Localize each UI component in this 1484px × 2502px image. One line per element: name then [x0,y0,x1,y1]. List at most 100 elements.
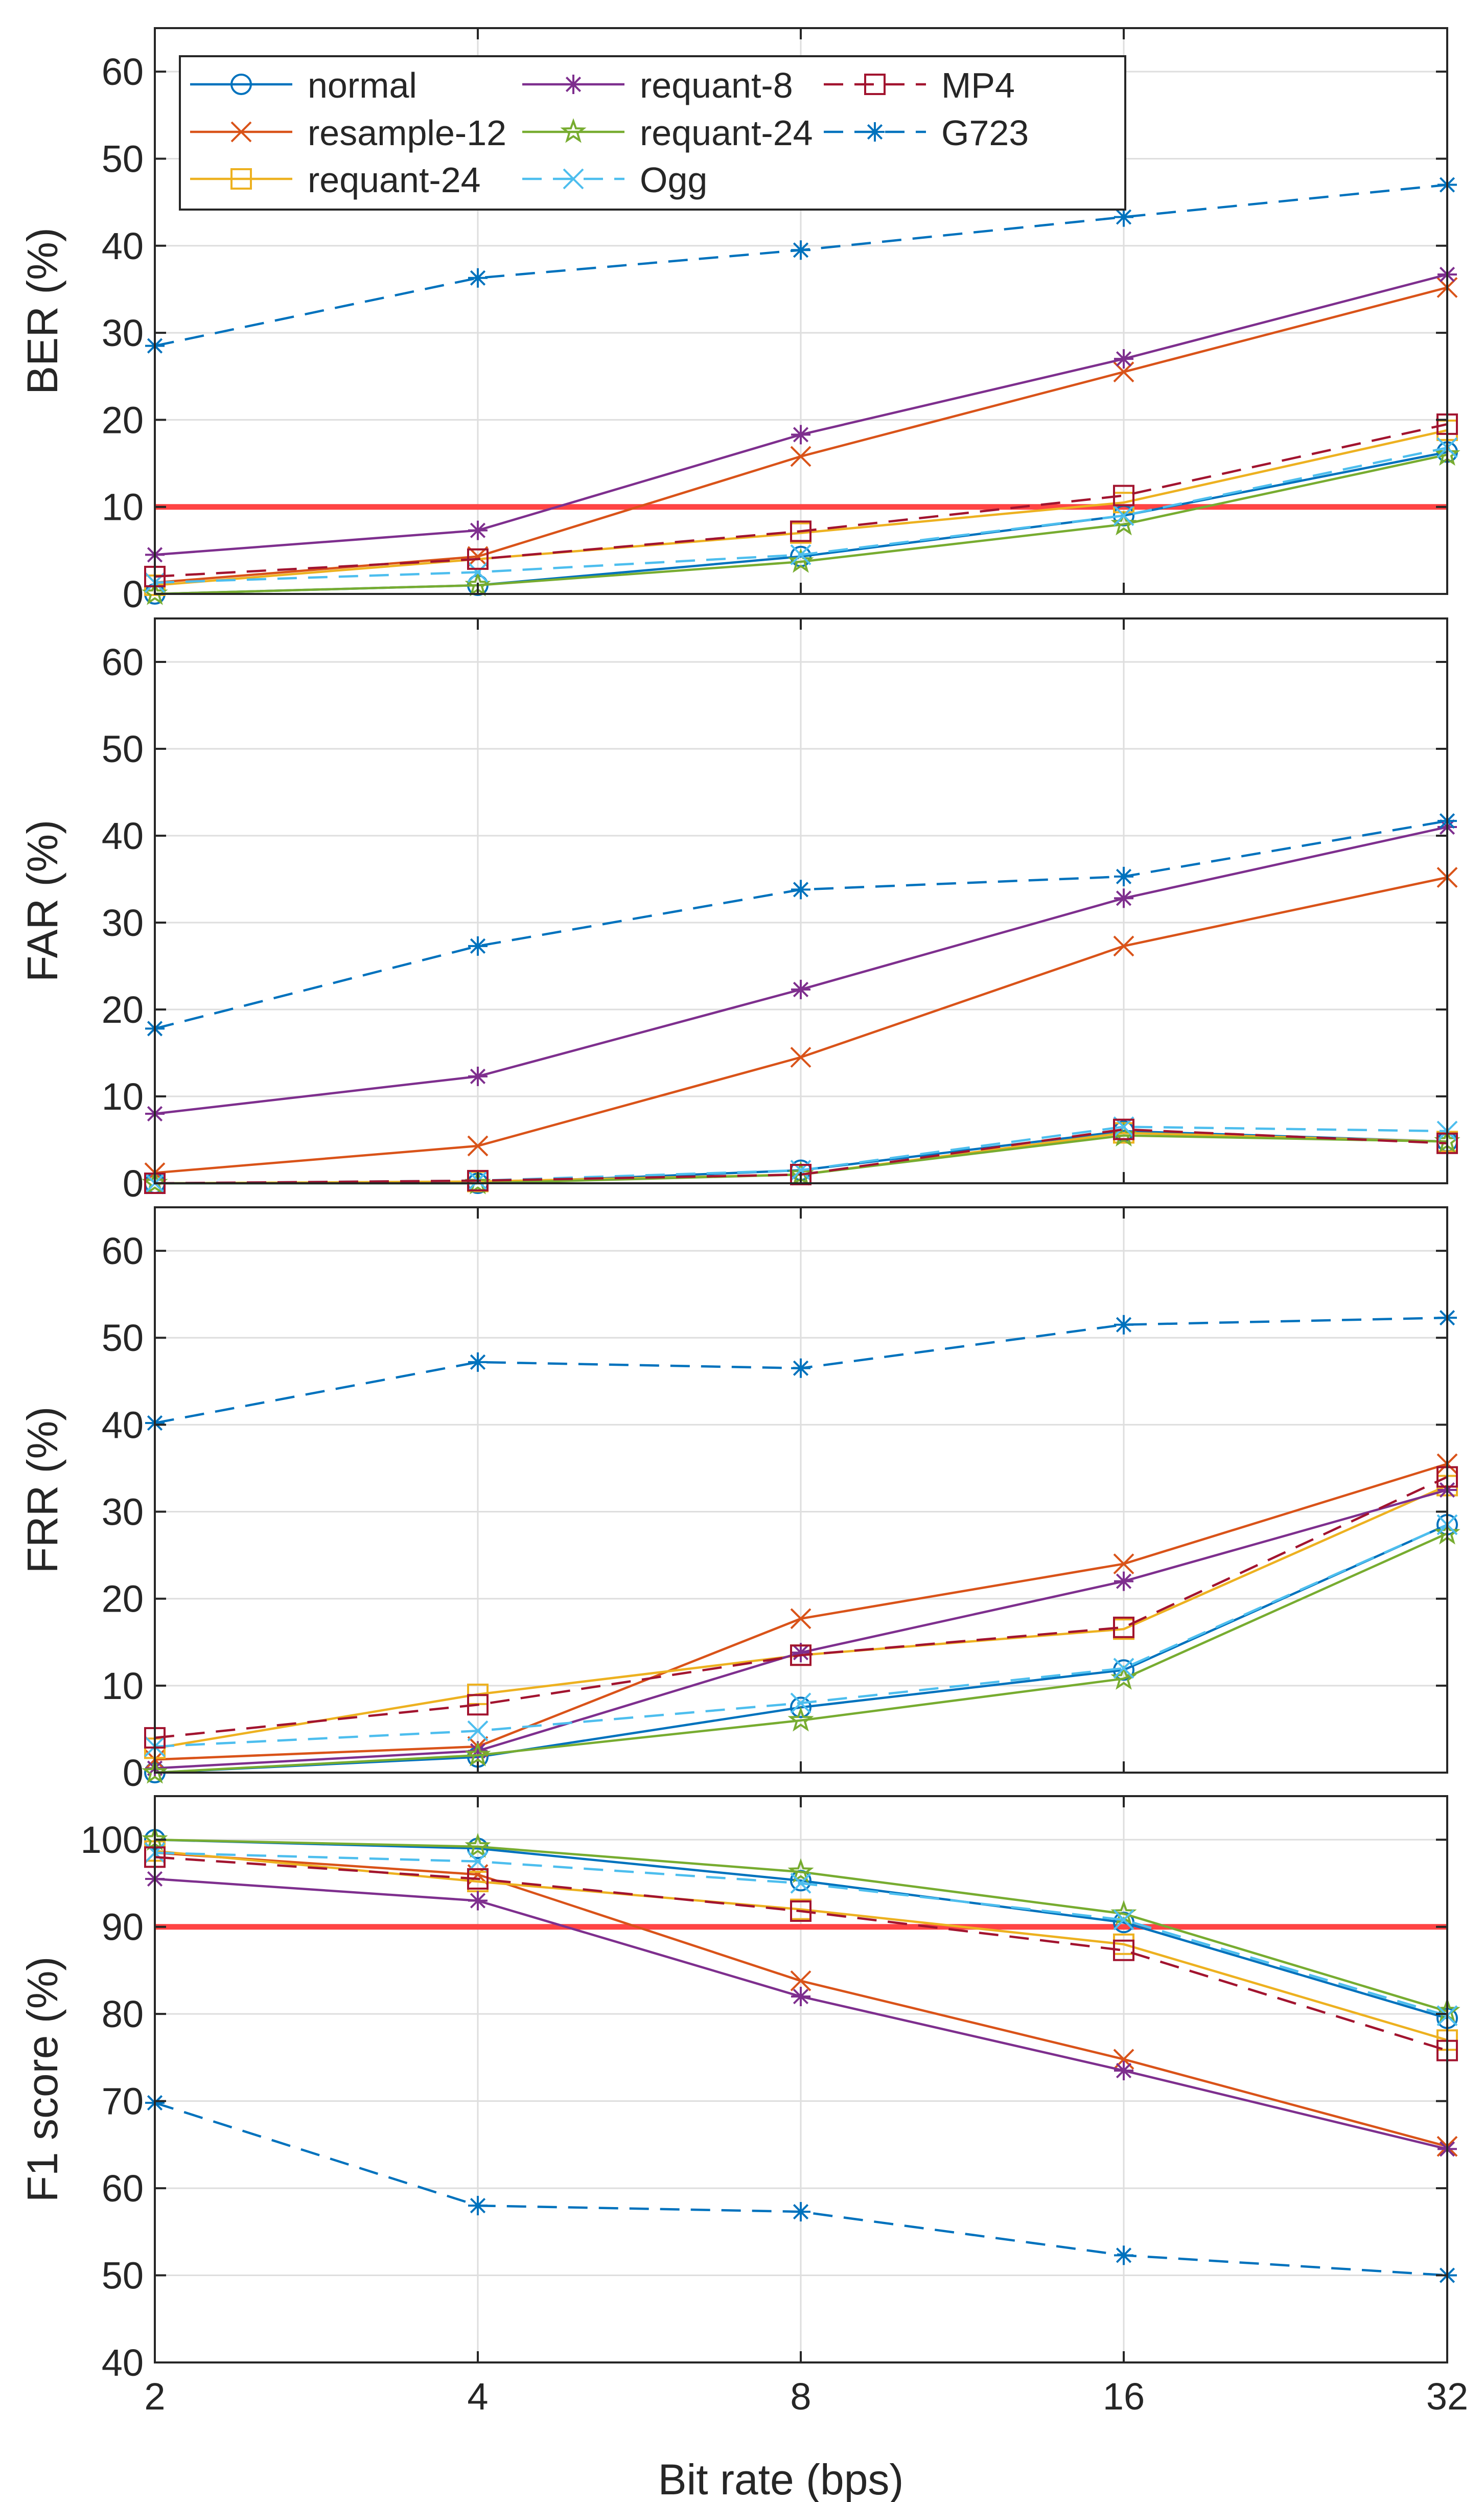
data-point-requant-24 [142,1169,168,1195]
legend-item-normal: normal [190,65,417,105]
panel-far: 0 10 20 30 40 50 60 FAR (%) [18,617,1460,1205]
series-line-requant-24 [154,453,1448,595]
data-point-g723 [791,240,810,260]
data-point-ogg [1113,1909,1134,1931]
series-line-mp4 [154,1856,1448,2052]
data-point-requant-24 [787,1858,814,1883]
data-point-ogg [790,1873,811,1894]
legend-label: normal [308,65,417,105]
legend-item-requant-24: requant-24 [190,160,481,200]
x-tick-label: 8 [790,2375,811,2418]
legend-marker [560,118,587,143]
y-tick-label: 30 [102,312,144,354]
data-point-requant-24 [142,1759,168,1784]
y-tick-label: 0 [123,1162,144,1205]
legend-label: Ogg [640,160,707,200]
data-point-requant-8 [1114,1571,1133,1591]
y-tick-label: 20 [102,1578,144,1620]
legend-item-requant-8: requant-8 [522,65,793,105]
data-point-requant-8 [468,1891,488,1911]
y-tick-label: 10 [102,1665,144,1707]
x-tick-label: 32 [1426,2375,1468,2418]
legend-marker [230,168,252,190]
y-tick-label: 30 [102,1491,144,1533]
y-tick-label: 40 [102,225,144,267]
data-point-requant-24 [787,548,814,573]
data-point-g723 [1114,2245,1133,2265]
data-point-mp4 [467,1169,489,1191]
data-point-g723 [1114,866,1133,886]
data-point-mp4 [467,548,489,570]
legend-marker [865,122,885,142]
legend-label: resample-12 [308,113,506,153]
x-tick-label: 2 [144,2375,165,2418]
data-point-requant-8 [1114,349,1133,369]
y-tick-label: 40 [102,1404,144,1446]
data-point-g723 [1114,207,1133,227]
data-point-mp4 [1113,1616,1134,1638]
series-line-requant-24 [154,429,1448,587]
y-tick-label: 90 [102,1906,144,1948]
y-tick-label: 30 [102,902,144,944]
data-point-requant-8 [468,1066,488,1086]
series-line-normal [154,1838,1448,2019]
data-point-g723 [468,268,488,288]
y-tick-label: 100 [81,1819,144,1861]
panel-f1-score: 40 50 60 70 80 90 100 F1 score (%) 2 4 8 16 32 [18,1795,1468,2418]
data-point-resample-12 [1113,2049,1134,2070]
data-point-mp4 [790,520,811,542]
data-point-g723 [468,936,488,956]
series-ogg [144,1842,1458,2026]
series-requant-24 [142,1520,1460,1784]
legend-label: requant-24 [640,113,813,153]
data-point-mp4 [467,1868,489,1890]
panel-ber: 0 10 20 30 40 50 60 BER (%) normal resample-12 req… [18,27,1460,615]
data-point-ogg [467,1720,489,1741]
panel-frr: 0 10 20 30 40 50 60 FRR (%) [18,1206,1460,1794]
legend-label: G723 [941,113,1029,153]
data-point-resample-12 [790,446,811,467]
data-point-requant-8 [791,979,810,999]
legend-label: requant-8 [640,65,793,105]
data-point-requant-8 [1114,888,1133,908]
y-tick-label: 50 [102,1317,144,1359]
y-axis-label: BER (%) [18,227,66,395]
legend-marker [864,74,886,95]
data-point-g723 [1114,1315,1133,1335]
y-tick-label: 50 [102,2255,144,2297]
data-point-resample-12 [467,1135,489,1157]
data-point-ogg [790,544,811,565]
data-point-requant-24 [1110,510,1137,536]
legend-item-resample-12: resample-12 [190,113,506,153]
series-line-mp4 [154,423,1448,578]
data-point-ogg [1113,1658,1134,1679]
legend-marker [563,168,584,190]
y-tick-label: 70 [102,2080,144,2123]
data-point-requant-24 [465,1741,491,1766]
y-tick-label: 40 [102,2342,144,2384]
y-tick-label: 40 [102,815,144,857]
data-point-ogg [790,1160,811,1181]
legend-label: requant-24 [308,160,481,200]
legend-marker [230,74,252,95]
data-point-requant-8 [468,1741,488,1761]
data-point-resample-12 [790,1970,811,1991]
series-mp4 [144,1846,1458,2061]
data-point-requant-24 [787,1707,814,1732]
series-line-mp4 [154,1476,1448,1739]
data-point-g723 [468,1352,488,1372]
x-axis-label: Bit rate (bps) [658,2455,904,2502]
data-point-ogg [1113,505,1134,526]
y-axis-label: FRR (%) [18,1407,66,1574]
legend-marker [230,121,252,143]
data-point-requant-8 [468,520,488,540]
data-point-mp4 [790,1900,811,1922]
y-tick-label: 20 [102,399,144,441]
x-tick-label: 16 [1103,2375,1145,2418]
data-point-requant-8 [791,425,810,445]
data-point-g723 [791,2202,810,2222]
data-point-ogg [790,1692,811,1714]
data-point-mp4 [1113,1118,1134,1140]
data-point-resample-12 [1113,935,1134,957]
